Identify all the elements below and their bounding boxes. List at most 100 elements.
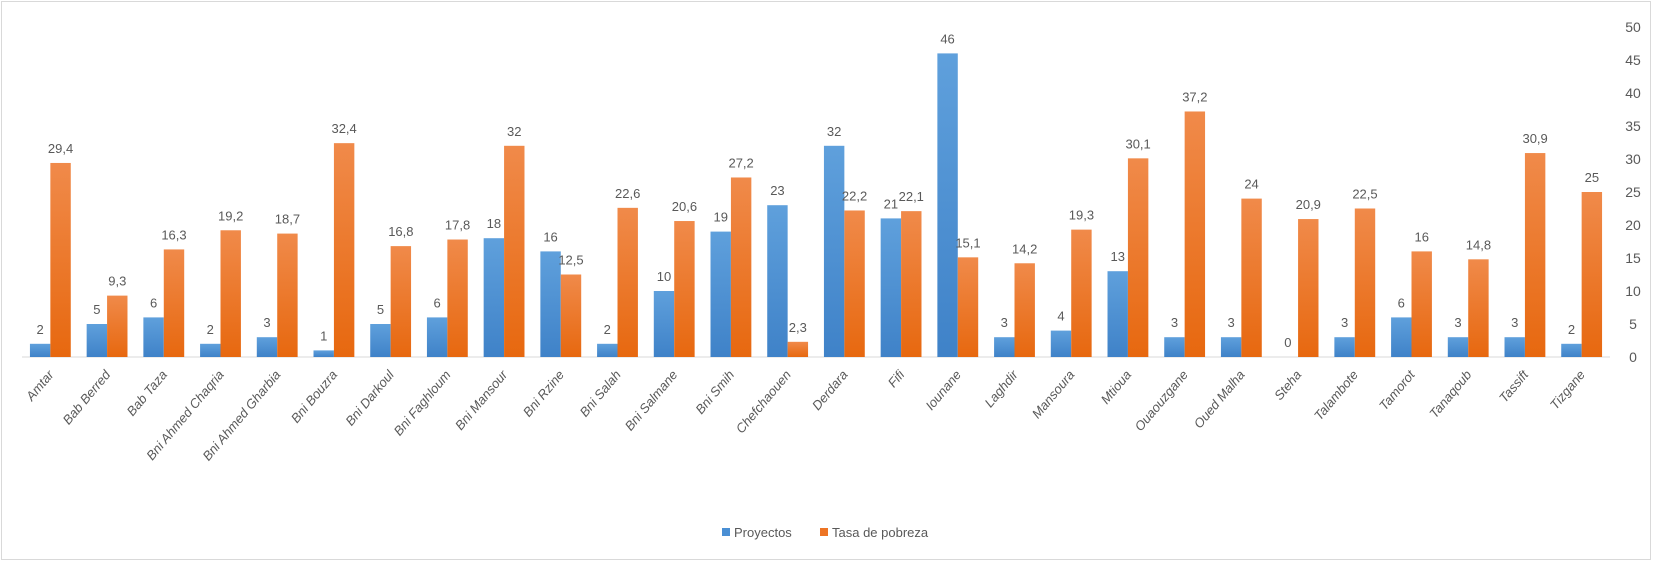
data-label-tasa-pobreza: 25	[1585, 170, 1599, 185]
data-label-tasa-pobreza: 14,2	[1012, 241, 1037, 256]
bar-tasa-pobreza	[447, 239, 468, 357]
bar-tasa-pobreza	[674, 221, 695, 357]
data-label-tasa-pobreza: 12,5	[558, 253, 583, 268]
data-label-proyectos: 3	[1454, 315, 1461, 330]
bar-proyectos	[1107, 271, 1128, 357]
data-label-proyectos: 3	[1001, 315, 1008, 330]
data-label-proyectos: 2	[604, 322, 611, 337]
bar-tasa-pobreza	[107, 295, 128, 357]
x-tick-label: Talambote	[1311, 367, 1361, 423]
bar-tasa-pobreza	[787, 341, 809, 357]
bar-tasa-pobreza	[390, 246, 412, 357]
bar-tasa-pobreza	[957, 257, 979, 357]
x-tick-label: Bab Taza	[124, 367, 170, 418]
data-label-proyectos: 32	[827, 124, 841, 139]
y-tick-label: 30	[1625, 151, 1641, 167]
bar-tasa-pobreza	[560, 274, 582, 357]
bar-proyectos	[1447, 337, 1469, 357]
data-label-tasa-pobreza: 20,9	[1296, 197, 1321, 212]
bar-proyectos	[483, 238, 505, 357]
y-tick-label: 20	[1625, 217, 1641, 233]
bar-proyectos	[426, 317, 448, 357]
bar-tasa-pobreza	[730, 177, 752, 357]
data-label-proyectos: 3	[1171, 315, 1178, 330]
bar-tasa-pobreza	[1354, 208, 1376, 357]
x-tick-label: Laghdir	[981, 367, 1021, 410]
bar-tasa-pobreza	[1241, 198, 1262, 357]
x-tick-label: Ouaouzgane	[1132, 367, 1191, 434]
data-label-proyectos: 4	[1057, 309, 1064, 324]
bar-proyectos	[256, 337, 278, 357]
bar-proyectos	[1220, 337, 1242, 357]
data-label-tasa-pobreza: 16	[1414, 229, 1428, 244]
x-tick-label: Bni Mansour	[452, 367, 511, 433]
x-tick-label: Fifi	[885, 366, 908, 390]
data-label-tasa-pobreza: 27,2	[728, 155, 753, 170]
bar-tasa-pobreza	[1524, 153, 1546, 357]
x-tick-label: Bni Smih	[692, 367, 737, 417]
data-label-proyectos: 19	[713, 210, 727, 225]
data-label-tasa-pobreza: 19,3	[1069, 208, 1094, 223]
y-tick-label: 5	[1629, 316, 1637, 332]
x-tick-label: Amtar	[22, 367, 57, 404]
data-label-proyectos: 2	[207, 322, 214, 337]
data-label-proyectos: 13	[1110, 249, 1124, 264]
bar-proyectos	[200, 343, 221, 357]
data-label-tasa-pobreza: 22,5	[1352, 187, 1377, 202]
data-label-proyectos: 16	[543, 229, 557, 244]
data-label-tasa-pobreza: 29,4	[48, 141, 73, 156]
data-label-proyectos: 6	[150, 295, 157, 310]
bar-proyectos	[143, 317, 164, 357]
data-label-tasa-pobreza: 16,3	[161, 227, 186, 242]
bar-proyectos	[1164, 337, 1185, 357]
data-label-proyectos: 6	[434, 295, 441, 310]
x-tick-label: Bab Berred	[60, 367, 114, 428]
data-label-tasa-pobreza: 22,6	[615, 186, 640, 201]
legend: Proyectos Tasa de pobreza	[722, 525, 929, 540]
legend-label-proyectos: Proyectos	[734, 525, 792, 540]
x-tick-label: Tassift	[1496, 366, 1532, 405]
data-label-proyectos: 46	[940, 31, 954, 46]
x-tick-label: Bni Rzine	[520, 367, 567, 419]
bar-proyectos	[710, 231, 731, 357]
data-label-proyectos: 21	[884, 196, 898, 211]
data-label-proyectos: 3	[263, 315, 270, 330]
data-label-proyectos: 0	[1284, 335, 1291, 350]
bar-tasa-pobreza	[333, 143, 355, 357]
y-tick-label: 50	[1625, 19, 1641, 35]
y-tick-label: 35	[1625, 118, 1641, 134]
y-tick-label: 40	[1625, 85, 1641, 101]
bar-tasa-pobreza	[50, 162, 71, 357]
x-tick-label: Bni Salah	[577, 367, 624, 419]
x-tick-label: Tamorot	[1376, 366, 1419, 413]
bar-tasa-pobreza	[617, 207, 638, 357]
bar-tasa-pobreza	[163, 249, 185, 357]
data-label-tasa-pobreza: 22,1	[899, 189, 924, 204]
bar-proyectos	[880, 218, 902, 357]
x-tick-label: Chefchaouen	[733, 367, 794, 436]
bar-proyectos	[653, 291, 675, 357]
data-label-proyectos: 1	[320, 328, 327, 343]
y-tick-label: 25	[1625, 184, 1641, 200]
y-tick-label: 10	[1625, 283, 1641, 299]
data-label-tasa-pobreza: 32	[507, 124, 521, 139]
y-tick-label: 45	[1625, 52, 1641, 68]
data-label-proyectos: 2	[1568, 322, 1575, 337]
data-label-proyectos: 2	[37, 322, 44, 337]
data-label-proyectos: 18	[487, 216, 501, 231]
x-tick-label: Mansoura	[1029, 367, 1078, 421]
y-tick-label: 15	[1625, 250, 1641, 266]
data-label-proyectos: 23	[770, 183, 784, 198]
x-tick-label: Bni Salmane	[622, 367, 681, 433]
bar-proyectos	[29, 343, 51, 357]
data-label-tasa-pobreza: 14,8	[1466, 237, 1491, 252]
data-label-tasa-pobreza: 32,4	[331, 121, 356, 136]
bar-tasa-pobreza	[1014, 263, 1035, 357]
data-label-tasa-pobreza: 20,6	[672, 199, 697, 214]
bar-tasa-pobreza	[1411, 251, 1432, 357]
bar-tasa-pobreza	[220, 230, 241, 357]
x-tick-label: Bni Faghloum	[391, 367, 454, 438]
x-tick-label: Tizgane	[1547, 367, 1588, 412]
bar-proyectos	[1050, 330, 1072, 357]
